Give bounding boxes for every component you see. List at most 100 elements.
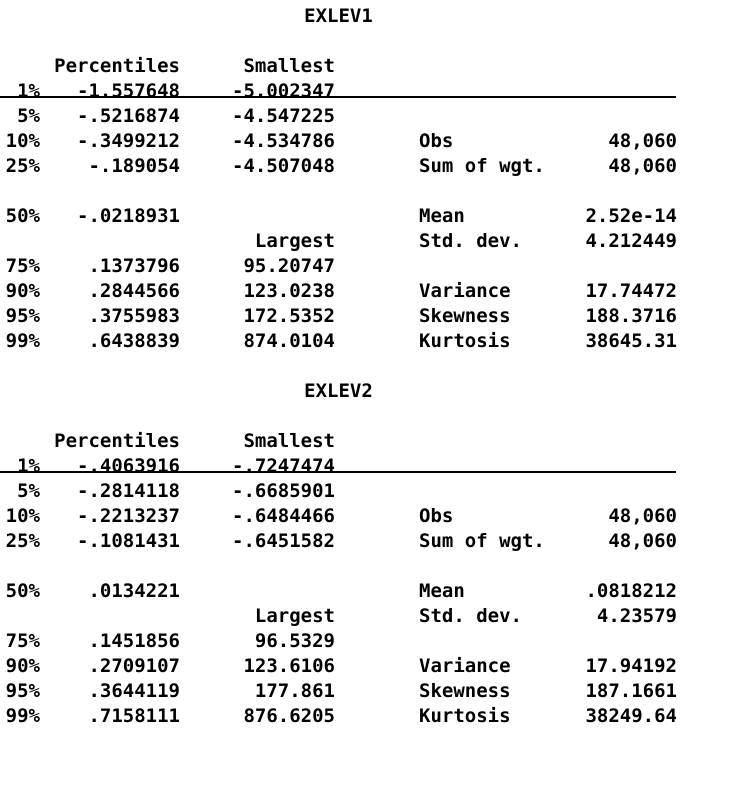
percentile-value: .7158111: [88, 705, 180, 727]
extreme-value: Largest: [254, 230, 335, 252]
extreme-value: [180, 554, 335, 579]
table-row: 90% .2844566 123.0238 Variance 17.74472: [0, 279, 756, 304]
percentile-value: -.3499212: [77, 130, 180, 152]
results-console: EXLEV1 Percentiles Smallest 1% -1.557648…: [0, 4, 756, 754]
extreme-value: 172.5352: [243, 305, 335, 327]
variable-summary-section: EXLEV1 Percentiles Smallest 1% -1.557648…: [0, 4, 756, 379]
percentile-label: 50%: [5, 580, 40, 602]
percentile-label: 99%: [5, 330, 40, 352]
stat-value: 38645.31: [585, 330, 677, 352]
table-row: 1% -1.557648 -5.002347: [0, 79, 756, 104]
percentile-value: .1373796: [88, 255, 180, 277]
stat-value: 4.212449: [585, 230, 677, 252]
stat-value: 17.94192: [585, 655, 677, 677]
stat-label: Skewness: [419, 680, 511, 702]
percentile-value: .3644119: [88, 680, 180, 702]
stat-value: 2.52e-14: [585, 205, 677, 227]
extreme-value: 96.5329: [254, 630, 335, 652]
summary-rows: Percentiles Smallest 1% -1.557648 -5.002…: [0, 54, 756, 354]
table-row: [0, 179, 756, 204]
stat-label: [335, 479, 554, 504]
stat-label: [335, 79, 554, 104]
stat-value: [554, 429, 677, 454]
table-row: 75% .1451856 96.5329: [0, 629, 756, 654]
horizontal-rule-line: [0, 404, 756, 473]
stat-value: [554, 254, 677, 279]
percentile-label: [0, 554, 40, 579]
table-row: 75% .1373796 95.20747: [0, 254, 756, 279]
stat-label: Obs: [419, 505, 454, 527]
stat-label: [335, 54, 554, 79]
stat-value: 17.74472: [585, 280, 677, 302]
percentile-label: [0, 54, 40, 79]
table-row: 5% -.5216874 -4.547225: [0, 104, 756, 129]
stat-label: Std. dev.: [419, 230, 522, 252]
table-row: 25% -.1081431 -.6451582 Sum of wgt. 48,0…: [0, 529, 756, 554]
percentile-label: 95%: [5, 680, 40, 702]
extreme-value: -.6451582: [232, 530, 335, 552]
percentile-value: -1.557648: [77, 80, 180, 102]
table-row: 10% -.2213237 -.6484466 Obs 48,060: [0, 504, 756, 529]
variable-summary-section: EXLEV2 Percentiles Smallest 1% -.4063916…: [0, 379, 756, 754]
extreme-value: 876.6205: [243, 705, 335, 727]
table-row: 25% -.189054 -4.507048 Sum of wgt. 48,06…: [0, 154, 756, 179]
stat-value: [554, 54, 677, 79]
extreme-value: -.7247474: [232, 455, 335, 477]
blank-line: [0, 729, 756, 754]
table-row: 50% -.0218931 Mean 2.52e-14: [0, 204, 756, 229]
table-row: 99% .6438839 874.0104 Kurtosis 38645.31: [0, 329, 756, 354]
stat-label: [335, 454, 554, 479]
percentile-value: -.189054: [88, 155, 180, 177]
percentile-value: -.5216874: [77, 105, 180, 127]
percentile-label: [0, 604, 40, 629]
percentile-label: 90%: [5, 655, 40, 677]
stat-value: 38249.64: [585, 705, 677, 727]
percentile-value: -.4063916: [77, 455, 180, 477]
stat-label: Kurtosis: [419, 705, 511, 727]
percentile-value: [40, 179, 180, 204]
stat-label: [335, 254, 554, 279]
stat-label: Sum of wgt.: [419, 530, 545, 552]
percentile-label: 1%: [17, 455, 40, 477]
extreme-value: 123.0238: [243, 280, 335, 302]
stat-value: 48,060: [608, 530, 677, 552]
stat-value: 48,060: [608, 130, 677, 152]
extreme-value: [180, 179, 335, 204]
table-row: 99% .7158111 876.6205 Kurtosis 38249.64: [0, 704, 756, 729]
percentile-label: [0, 429, 40, 454]
percentile-label: 99%: [5, 705, 40, 727]
horizontal-rule-line: [0, 29, 756, 98]
extreme-value: -4.534786: [232, 130, 335, 152]
percentile-label: 5%: [17, 105, 40, 127]
stat-label: [335, 179, 554, 204]
extreme-value: -5.002347: [232, 80, 335, 102]
percentile-label: 5%: [17, 480, 40, 502]
stat-value: [554, 479, 677, 504]
table-row: 10% -.3499212 -4.534786 Obs 48,060: [0, 129, 756, 154]
percentile-label: 10%: [5, 505, 40, 527]
extreme-value: [180, 204, 335, 229]
table-row: 50% .0134221 Mean .0818212: [0, 579, 756, 604]
stat-label: Std. dev.: [419, 605, 522, 627]
stat-value: [554, 179, 677, 204]
variable-title: EXLEV1: [304, 5, 373, 27]
horizontal-rule: [0, 471, 676, 473]
stat-label: Variance: [419, 280, 511, 302]
stat-value: [554, 104, 677, 129]
percentile-label: [0, 179, 40, 204]
percentiles-column-header: Percentiles: [54, 430, 180, 452]
percentile-value: .6438839: [88, 330, 180, 352]
percentile-value: -.0218931: [77, 205, 180, 227]
column-header-row: Percentiles Smallest: [0, 429, 756, 454]
percentile-value: [40, 229, 180, 254]
percentile-value: -.2213237: [77, 505, 180, 527]
column-header-row: Percentiles Smallest: [0, 54, 756, 79]
extreme-value: 177.861: [254, 680, 335, 702]
extreme-value: -4.547225: [232, 105, 335, 127]
stat-value: [554, 79, 677, 104]
extreme-value: -4.507048: [232, 155, 335, 177]
stat-value: 188.3716: [585, 305, 677, 327]
percentile-value: [40, 554, 180, 579]
stat-value: 48,060: [608, 155, 677, 177]
